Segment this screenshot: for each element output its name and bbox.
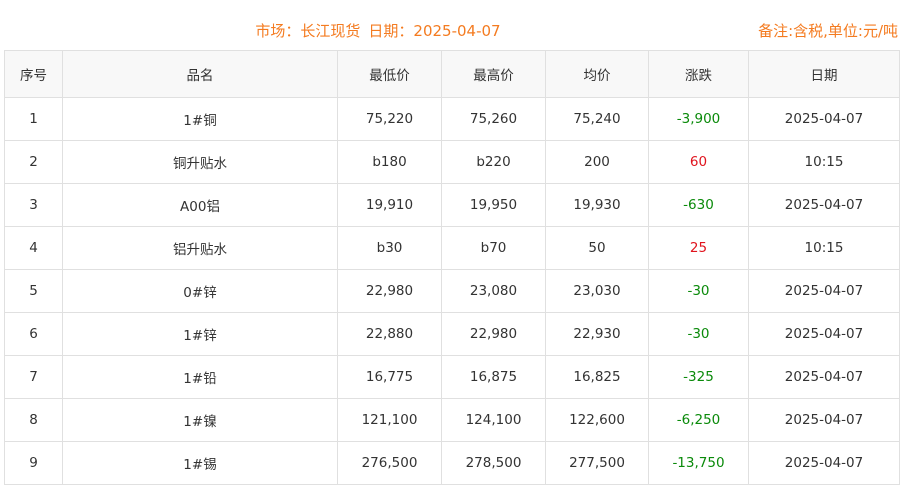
col-avg-cell: 200 (545, 140, 649, 184)
col-avg-cell: 122,600 (545, 398, 649, 442)
col-change-cell: 25 (648, 226, 749, 270)
unit-note: 备注:含税,单位:元/吨 (758, 22, 898, 40)
col-low-cell: b30 (337, 226, 442, 270)
col-low-cell: 16,775 (337, 355, 442, 399)
table-row: 9 1#锡 276,500 278,500 277,500 -13,750 2025-04-… (4, 441, 900, 485)
page-title: 市场：长江现货 日期：2025-04-07 (0, 20, 756, 41)
table-header: 序号 品名 最低价 最高价 均价 涨跌 日期 (4, 50, 900, 98)
col-low-header: 最低价 (337, 50, 442, 98)
col-name-cell: 1#锌 (62, 312, 338, 356)
col-date-cell: 2025-04-07 (748, 312, 900, 356)
col-date-cell: 10:15 (748, 140, 900, 184)
col-date-cell: 2025-04-07 (748, 269, 900, 313)
table-row: 2 铜升贴水 b180 b220 200 60 10:15 (4, 140, 900, 184)
col-high-cell: 16,875 (441, 355, 546, 399)
col-name-cell: 1#镍 (62, 398, 338, 442)
col-date-cell: 2025-04-07 (748, 398, 900, 442)
table-row: 3 A00铝 19,910 19,950 19,930 -630 2025-04-07 (4, 183, 900, 227)
table-row: 4 铝升贴水 b30 b70 50 25 10:15 (4, 226, 900, 270)
col-high-cell: 124,100 (441, 398, 546, 442)
col-change-cell: -30 (648, 269, 749, 313)
table-row: 8 1#镍 121,100 124,100 122,600 -6,250 2025-04-0… (4, 398, 900, 442)
col-avg-cell: 23,030 (545, 269, 649, 313)
col-high-cell: 22,980 (441, 312, 546, 356)
col-index-cell: 8 (4, 398, 63, 442)
col-index-cell: 6 (4, 312, 63, 356)
col-low-cell: 22,980 (337, 269, 442, 313)
table-row: 5 0#锌 22,980 23,080 23,030 -30 2025-04-07 (4, 269, 900, 313)
col-avg-cell: 22,930 (545, 312, 649, 356)
col-name-cell: A00铝 (62, 183, 338, 227)
col-index-header: 序号 (4, 50, 63, 98)
col-index-cell: 4 (4, 226, 63, 270)
table-row: 7 1#铅 16,775 16,875 16,825 -325 2025-04-07 (4, 355, 900, 399)
col-high-cell: 19,950 (441, 183, 546, 227)
col-index-cell: 7 (4, 355, 63, 399)
col-index-cell: 3 (4, 183, 63, 227)
col-name-cell: 铝升贴水 (62, 226, 338, 270)
col-high-cell: 23,080 (441, 269, 546, 313)
col-date-cell: 10:15 (748, 226, 900, 270)
col-low-cell: 121,100 (337, 398, 442, 442)
col-index-cell: 2 (4, 140, 63, 184)
col-name-cell: 1#铅 (62, 355, 338, 399)
col-name-header: 品名 (62, 50, 338, 98)
col-low-cell: 19,910 (337, 183, 442, 227)
col-low-cell: b180 (337, 140, 442, 184)
table-row: 6 1#锌 22,880 22,980 22,930 -30 2025-04-07 (4, 312, 900, 356)
col-change-cell: -325 (648, 355, 749, 399)
col-date-cell: 2025-04-07 (748, 183, 900, 227)
col-change-cell: -13,750 (648, 441, 749, 485)
col-avg-cell: 277,500 (545, 441, 649, 485)
col-change-header: 涨跌 (648, 50, 749, 98)
col-low-cell: 276,500 (337, 441, 442, 485)
col-name-cell: 0#锌 (62, 269, 338, 313)
table-row: 1 1#铜 75,220 75,260 75,240 -3,900 2025-04-07 (4, 97, 900, 141)
col-change-cell: 60 (648, 140, 749, 184)
col-index-cell: 5 (4, 269, 63, 313)
col-change-cell: -30 (648, 312, 749, 356)
col-avg-cell: 16,825 (545, 355, 649, 399)
col-index-cell: 9 (4, 441, 63, 485)
col-date-cell: 2025-04-07 (748, 355, 900, 399)
col-change-cell: -630 (648, 183, 749, 227)
col-avg-header: 均价 (545, 50, 649, 98)
col-avg-cell: 75,240 (545, 97, 649, 141)
date-label: 日期：2025-04-07 (368, 22, 501, 40)
col-high-cell: b70 (441, 226, 546, 270)
col-low-cell: 22,880 (337, 312, 442, 356)
col-name-cell: 1#锡 (62, 441, 338, 485)
col-date-cell: 2025-04-07 (748, 97, 900, 141)
col-avg-cell: 50 (545, 226, 649, 270)
price-table: 序号 品名 最低价 最高价 均价 涨跌 日期 1 1#铜 75,220 75,260 75,240-… (4, 50, 900, 485)
col-high-cell: 75,260 (441, 97, 546, 141)
col-date-header: 日期 (748, 50, 900, 98)
col-high-header: 最高价 (441, 50, 546, 98)
col-low-cell: 75,220 (337, 97, 442, 141)
col-high-cell: 278,500 (441, 441, 546, 485)
col-change-cell: -3,900 (648, 97, 749, 141)
col-name-cell: 铜升贴水 (62, 140, 338, 184)
col-index-cell: 1 (4, 97, 63, 141)
market-label: 市场：长江现货 (255, 22, 361, 40)
col-high-cell: b220 (441, 140, 546, 184)
col-change-cell: -6,250 (648, 398, 749, 442)
col-date-cell: 2025-04-07 (748, 441, 900, 485)
col-name-cell: 1#铜 (62, 97, 338, 141)
col-avg-cell: 19,930 (545, 183, 649, 227)
